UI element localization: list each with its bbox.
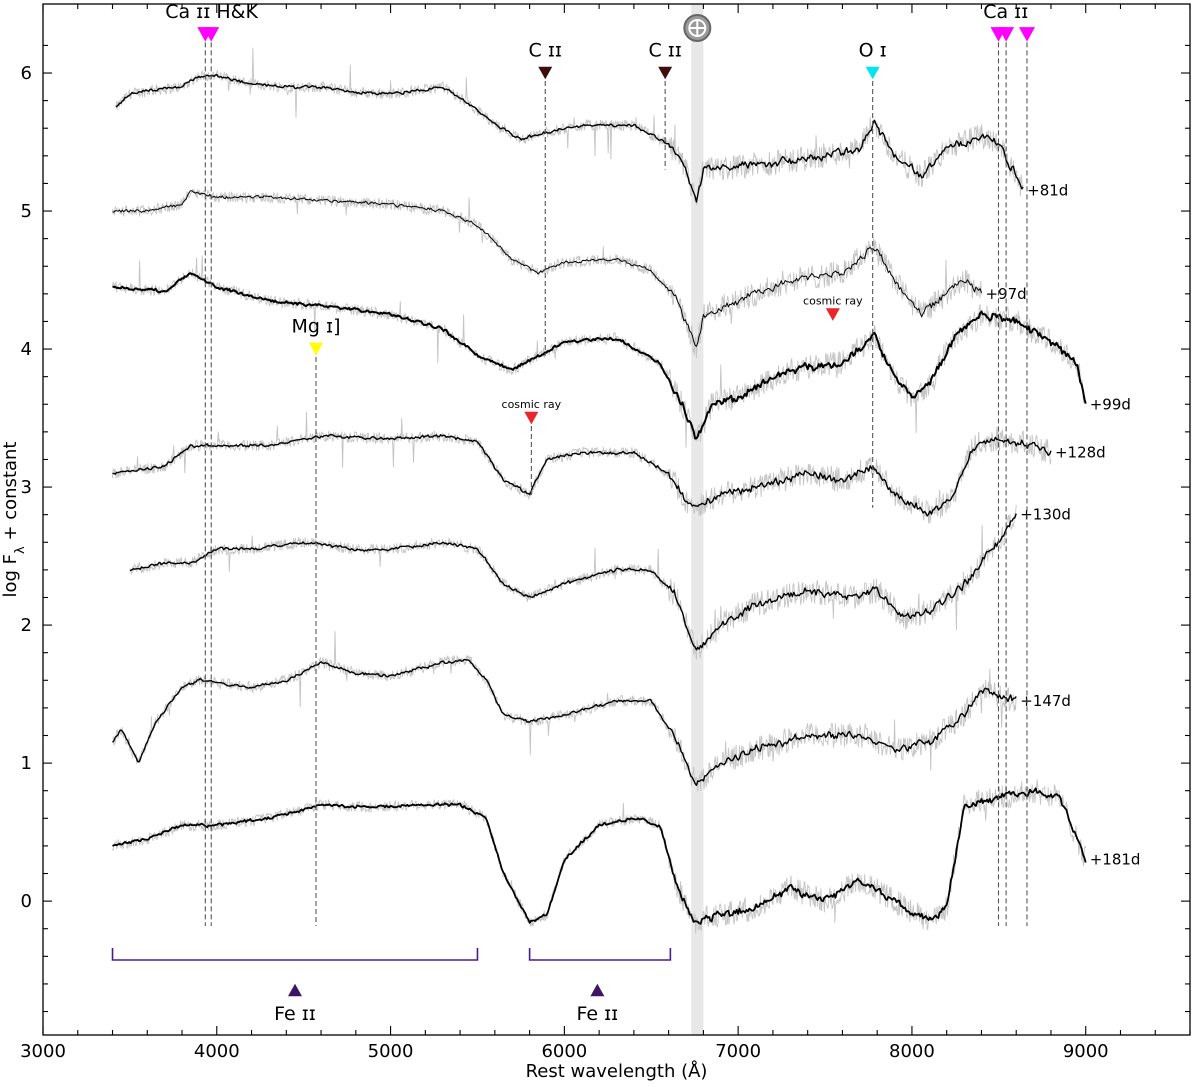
spectrum-raw-4: [129, 505, 1017, 660]
spectrum-smoothed-2: [112, 272, 1087, 440]
line-marker-label-4: Mg ɪ]: [292, 315, 341, 337]
fe-marker-0: [287, 983, 302, 997]
epoch-label-6: +181d: [1090, 851, 1141, 869]
fe-bracket-1: [528, 948, 672, 961]
fe-label-0: Fe ɪɪ: [274, 1003, 316, 1025]
y-axis-title-suffix: + constant: [0, 442, 21, 547]
y-tick-label: 0: [21, 891, 32, 912]
cosmic-ray-triangle-1: [825, 308, 840, 321]
line-marker-3-triangle-0: [865, 66, 880, 80]
x-tick-label: 7000: [715, 1041, 761, 1062]
spectrum-raw-2: [112, 255, 1087, 448]
line-marker-label-5: Ca ɪɪ: [983, 1, 1028, 23]
x-tick-label: 9000: [1063, 1041, 1109, 1062]
spectrum-smoothed-3: [112, 433, 1052, 517]
y-tick-label: 6: [21, 63, 32, 84]
line-marker-label-2: C ɪɪ: [648, 39, 681, 61]
fe-label-1: Fe ɪɪ: [577, 1003, 619, 1025]
epoch-label-4: +130d: [1020, 506, 1071, 524]
line-marker-0-triangle-1: [203, 27, 220, 42]
spectrum-raw-1: [112, 188, 982, 359]
fe-bracket-0: [111, 948, 479, 961]
line-marker-4-triangle-0: [309, 342, 324, 356]
line-marker-1-triangle-0: [538, 66, 553, 80]
spectrum-smoothed-1: [112, 190, 982, 347]
spectrum-smoothed-6: [112, 787, 1087, 925]
y-tick-label: 3: [21, 477, 32, 498]
epoch-label-0: +81d: [1027, 181, 1068, 199]
y-tick-label: 4: [21, 339, 32, 360]
line-marker-label-1: C ɪɪ: [529, 39, 562, 61]
cosmic-ray-label-0: cosmic ray: [502, 398, 562, 411]
y-axis-title: log Fλ + constant: [0, 442, 28, 598]
y-tick-label: 2: [21, 615, 32, 636]
line-marker-5-triangle-1: [998, 27, 1015, 42]
x-tick-label: 8000: [889, 1041, 935, 1062]
cosmic-ray-triangle-0: [524, 411, 539, 425]
y-tick-label: 1: [21, 753, 32, 774]
spectrum-raw-0: [115, 47, 1024, 206]
line-marker-label-0: Ca ɪɪ H&K: [165, 1, 258, 23]
y-axis-title-main: log F: [0, 554, 21, 598]
axes: 3000 4000 5000 6000 7000 8000 9000 0 1 2 3 4 5 6: [20, 3, 1191, 1062]
plot-frame: [42, 3, 1191, 1036]
line-marker-2-triangle-0: [658, 66, 673, 80]
epoch-label-5: +147d: [1020, 692, 1071, 710]
line-marker-5-triangle-2: [1018, 27, 1035, 42]
line-marker-label-3: O ɪ: [859, 39, 887, 61]
x-axis-title: Rest wavelength (Å): [526, 1060, 708, 1082]
spectrum-raw-6: [112, 779, 1087, 934]
spectrum-smoothed-0: [115, 73, 1024, 203]
fe-marker-1: [590, 983, 605, 997]
fe-ii-brackets: Fe ɪɪ Fe ɪɪ: [111, 948, 672, 1025]
spectrum-smoothed-5: [112, 658, 1017, 786]
spectrum-smoothed-4: [129, 513, 1017, 651]
x-tick-label: 5000: [368, 1041, 414, 1062]
cosmic-ray-label-1: cosmic ray: [803, 295, 863, 308]
spectrum-raw-3: [112, 411, 1052, 524]
x-tick-label: 6000: [541, 1041, 587, 1062]
epoch-label-2: +99d: [1090, 395, 1131, 413]
spectrum-raw-5: [112, 631, 1017, 792]
line-identifications: Ca ɪɪ H&K C ɪɪ C ɪɪ O ɪ Mg ɪ] Ca ɪɪ cosmic ray…: [165, 1, 1035, 926]
y-tick-label: 5: [21, 201, 32, 222]
telluric-band: [683, 4, 712, 1035]
spectra-series: +81d+97d+99d+128d+130d+147d+181d: [112, 47, 1141, 934]
telluric-shade: [691, 4, 704, 1035]
y-axis-title-sub: λ: [13, 546, 28, 554]
x-tick-label: 4000: [194, 1041, 240, 1062]
x-tick-label: 3000: [20, 1041, 66, 1062]
epoch-label-3: +128d: [1055, 444, 1106, 462]
